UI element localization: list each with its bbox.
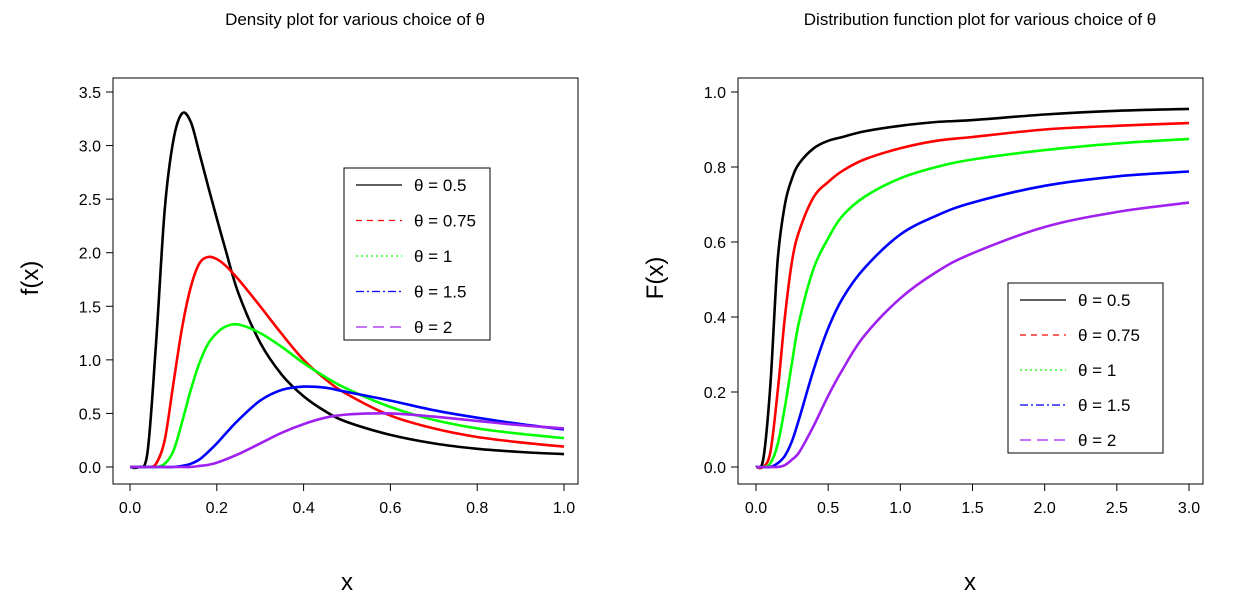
x-tick-label: 3.0 [1178, 500, 1200, 517]
series-line [129, 322, 565, 469]
y-tick-label: 0.4 [704, 310, 726, 327]
x-axis: 0.0 0.5 1.0 1.5 2.0 2.5 3.0 [745, 483, 1200, 517]
legend-label: θ = 0.75 [1078, 326, 1140, 345]
x-axis: 0.0 0.2 0.4 0.6 0.8 1.0 [119, 483, 575, 517]
series-line [129, 111, 565, 470]
y-tick-label: 2.0 [79, 246, 101, 263]
x-tick-label: 0.0 [119, 500, 141, 517]
y-axis: 0.0 0.5 1.0 1.5 2.0 2.5 3.0 3.5 [79, 85, 114, 477]
legend-label: θ = 1.5 [1078, 396, 1130, 415]
x-tick-label: 1.0 [553, 500, 575, 517]
y-tick-label: 1.5 [79, 299, 101, 316]
legend-label: θ = 0.5 [414, 176, 466, 195]
series-lines [755, 107, 1190, 470]
series-line [755, 201, 1190, 469]
series-line [755, 107, 1190, 470]
y-tick-label: 1.0 [79, 353, 101, 370]
x-tick-label: 2.0 [1034, 500, 1056, 517]
chart-title: Distribution function plot for various c… [804, 10, 1156, 29]
series-line [755, 170, 1190, 469]
y-tick-label: 1.0 [704, 85, 726, 102]
legend: θ = 0.5 θ = 0.75 θ = 1 θ = 1.5 θ = 2 [343, 167, 491, 341]
legend-label: θ = 0.75 [414, 212, 476, 231]
y-tick-label: 0.6 [704, 235, 726, 252]
chart-title: Density plot for various choice of θ [225, 10, 485, 29]
distribution-panel: Distribution function plot for various c… [642, 10, 1204, 596]
y-axis-label: f(x) [17, 261, 44, 296]
y-tick-label: 0.5 [79, 406, 101, 423]
legend-label: θ = 2 [1078, 431, 1116, 450]
x-axis-label: x [341, 569, 353, 596]
y-tick-label: 0.0 [704, 460, 726, 477]
y-tick-label: 2.5 [79, 192, 101, 209]
legend-box [343, 167, 491, 341]
x-tick-label: 0.8 [466, 500, 488, 517]
y-tick-label: 0.2 [704, 385, 726, 402]
y-tick-label: 3.5 [79, 85, 101, 102]
x-tick-label: 1.0 [889, 500, 911, 517]
series-lines [129, 111, 565, 470]
density-panel: Density plot for various choice of θ 0.0… [17, 10, 579, 596]
x-tick-label: 0.0 [745, 500, 767, 517]
series-line [755, 121, 1190, 470]
y-tick-label: 3.0 [79, 139, 101, 156]
y-tick-label: 0.0 [79, 460, 101, 477]
series-line [129, 255, 565, 469]
x-tick-label: 1.5 [961, 500, 983, 517]
x-axis-label: x [964, 569, 976, 596]
x-tick-label: 0.2 [206, 500, 228, 517]
legend-box [1007, 282, 1164, 454]
x-tick-label: 0.5 [817, 500, 839, 517]
legend-label: θ = 1 [1078, 361, 1116, 380]
legend-label: θ = 0.5 [1078, 291, 1130, 310]
x-tick-label: 0.4 [292, 500, 314, 517]
legend-label: θ = 2 [414, 318, 452, 337]
y-axis: 0.0 0.2 0.4 0.6 0.8 1.0 [704, 85, 739, 477]
y-tick-label: 0.8 [704, 160, 726, 177]
series-line [755, 137, 1190, 469]
series-line [129, 412, 565, 469]
y-axis-label: F(x) [642, 257, 669, 300]
legend-label: θ = 1.5 [414, 283, 466, 302]
legend: θ = 0.5 θ = 0.75 θ = 1 θ = 1.5 θ = 2 [1007, 282, 1164, 454]
x-tick-label: 0.6 [379, 500, 401, 517]
x-tick-label: 2.5 [1106, 500, 1128, 517]
legend-label: θ = 1 [414, 247, 452, 266]
series-line [129, 385, 565, 469]
